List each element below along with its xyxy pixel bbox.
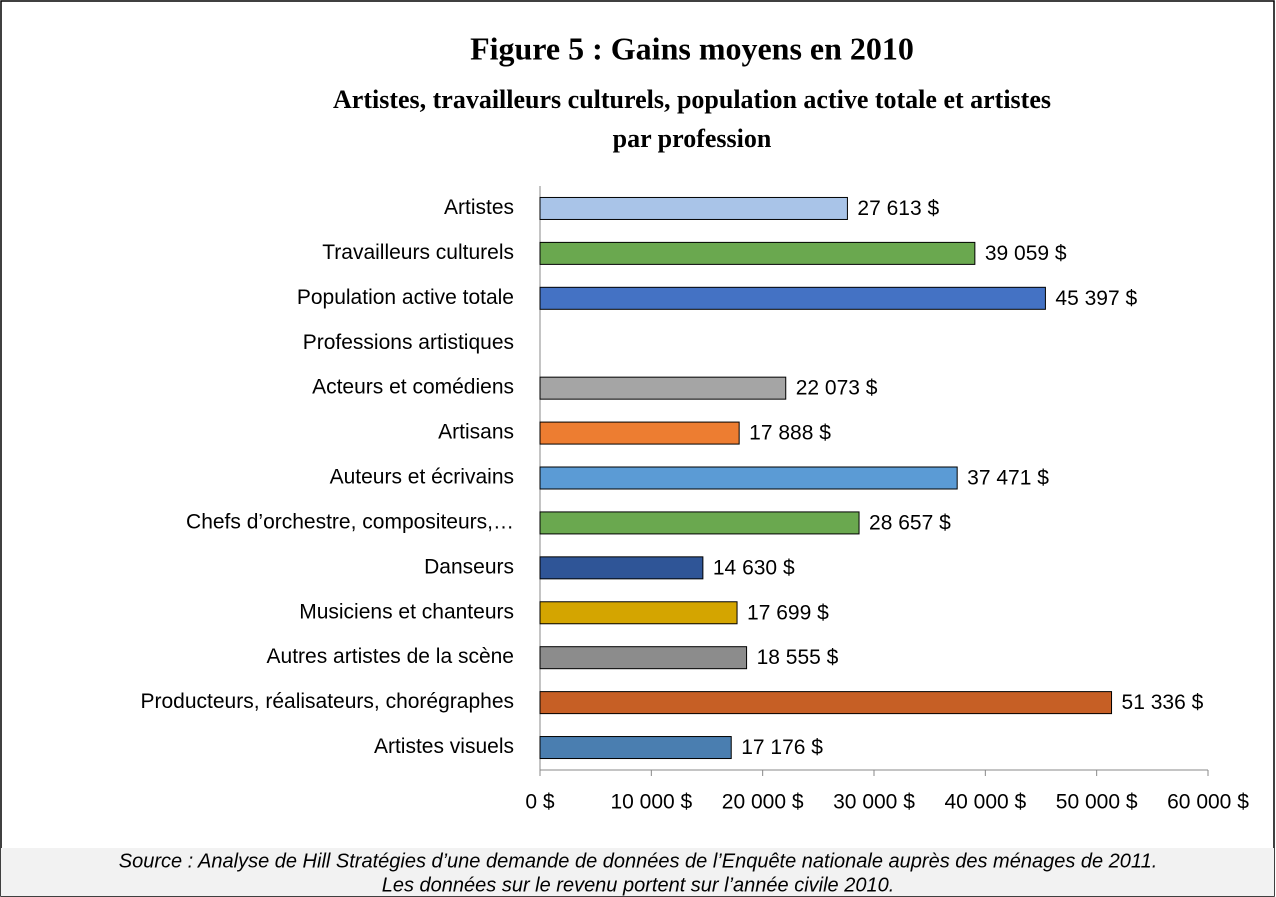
- x-tick-label: 40 000 $: [944, 791, 1026, 814]
- bar: [539, 736, 732, 760]
- bar: [539, 556, 704, 580]
- y-tick-label: Artistes visuels: [374, 735, 514, 758]
- y-tick-label: Chefs d’orchestre, compositeurs,…: [186, 510, 514, 533]
- x-tick-label: 30 000 $: [833, 791, 915, 814]
- y-tick-label: Travailleurs culturels: [322, 241, 514, 264]
- data-label: 28 657 $: [869, 511, 951, 534]
- bar: [539, 646, 748, 670]
- y-tick-label: Population active totale: [297, 286, 514, 309]
- bar: [539, 376, 787, 400]
- bar: [539, 466, 958, 490]
- bar: [539, 421, 740, 445]
- bar: [539, 196, 848, 220]
- y-tick-label: Artistes: [444, 196, 514, 219]
- data-label: 18 555 $: [757, 646, 839, 669]
- x-tick-label: 60 000 $: [1167, 791, 1249, 814]
- data-label: 22 073 $: [796, 377, 878, 400]
- source-note: Source : Analyse de Hill Stratégies d’un…: [119, 850, 1158, 872]
- bar: [539, 601, 738, 625]
- data-label: 14 630 $: [713, 556, 795, 579]
- data-label: 45 397 $: [1055, 287, 1137, 310]
- bar: [539, 511, 860, 535]
- data-label: 17 176 $: [741, 736, 823, 759]
- x-tick-label: 50 000 $: [1056, 791, 1138, 814]
- bar: [539, 241, 976, 265]
- bar: [539, 286, 1046, 310]
- y-tick-label: Autres artistes de la scène: [267, 645, 514, 668]
- source-box: [1, 848, 1274, 896]
- y-tick-label: Danseurs: [424, 555, 514, 578]
- chart-subtitle: par profession: [613, 124, 772, 153]
- data-label: 27 613 $: [857, 197, 939, 220]
- data-label: 17 888 $: [749, 422, 831, 445]
- x-tick-label: 0 $: [525, 791, 555, 814]
- y-tick-label: Professions artistiques: [303, 331, 514, 354]
- x-tick-label: 20 000 $: [722, 791, 804, 814]
- y-tick-label: Auteurs et écrivains: [330, 466, 514, 489]
- bar: [539, 691, 1113, 715]
- chart-subtitle: Artistes, travailleurs culturels, popula…: [333, 85, 1051, 114]
- chart-title: Figure 5 : Gains moyens en 2010: [470, 30, 914, 66]
- data-label: 17 699 $: [747, 601, 829, 624]
- data-label: 39 059 $: [985, 242, 1067, 265]
- y-tick-label: Producteurs, réalisateurs, chorégraphes: [140, 690, 514, 713]
- source-note: Les données sur le revenu portent sur l’…: [382, 874, 895, 896]
- x-tick-label: 10 000 $: [610, 791, 692, 814]
- data-label: 51 336 $: [1122, 691, 1204, 714]
- y-tick-label: Artisans: [438, 421, 514, 444]
- y-tick-label: Musiciens et chanteurs: [299, 600, 514, 623]
- y-tick-label: Acteurs et comédiens: [312, 376, 514, 399]
- data-label: 37 471 $: [967, 467, 1049, 490]
